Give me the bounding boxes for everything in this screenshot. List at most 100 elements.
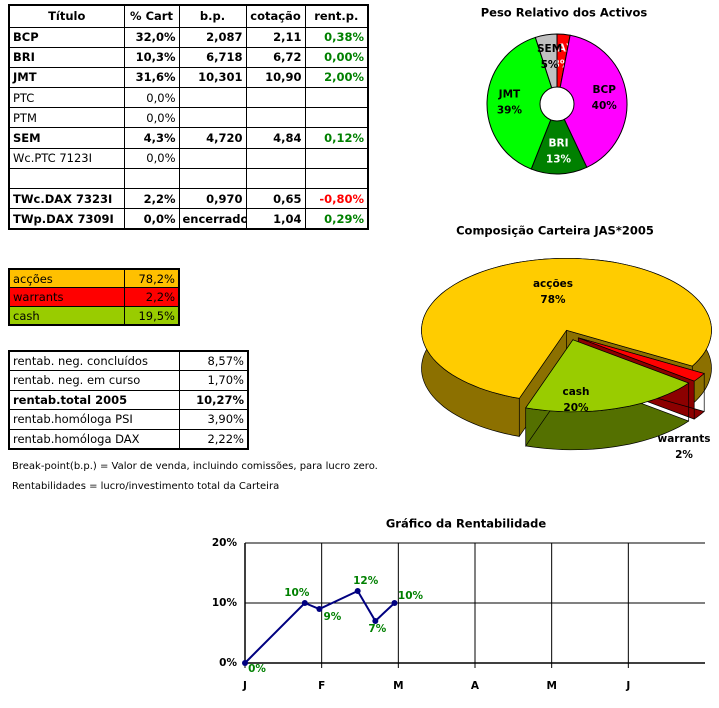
data-point <box>354 588 361 594</box>
chart-title: Gráfico da Rentabilidade <box>386 517 546 531</box>
table-cell: rentab.homóloga DAX <box>8 428 180 449</box>
table-cell: Wc.PTC 7123I <box>8 147 125 169</box>
slice-label: JMT <box>498 89 521 101</box>
table-cell: warrants <box>8 287 125 308</box>
table-cell: 6,718 <box>178 46 247 68</box>
table-row: rentab.homóloga PSI 3,90% <box>8 409 249 430</box>
allocation-table: acções 78,2% warrants 2,2% cash 19,5% <box>8 268 180 327</box>
table-cell: BRI <box>8 46 125 68</box>
table-cell: TWp.DAX 7309I <box>8 208 125 230</box>
data-point <box>316 606 323 612</box>
line-series <box>244 589 396 664</box>
pie-slice <box>556 34 628 169</box>
pie-slice <box>486 36 558 170</box>
table-cell: 4,720 <box>178 127 247 149</box>
pie-slice <box>421 257 712 399</box>
y-tick-label: 20% <box>212 537 238 549</box>
pie-slice <box>578 337 705 382</box>
x-tick-label: A <box>471 680 480 692</box>
x-tick-label: J <box>625 680 630 692</box>
data-label: 9% <box>323 611 341 623</box>
table-cell: 2,2% <box>123 287 180 308</box>
table-row: warrants 2,2% <box>8 287 180 308</box>
data-label: 12% <box>353 575 379 587</box>
pie-slice <box>534 33 558 105</box>
x-tick-label: M <box>393 680 403 692</box>
table-cell: acções <box>8 268 125 289</box>
chart-title: Peso Relativo dos Activos <box>481 6 648 20</box>
table-row: BRI 10,3% 6,718 6,72 0,00% <box>8 46 369 68</box>
slice-label: SEM <box>537 43 562 55</box>
table-cell: SEM <box>8 127 125 149</box>
slice-value: 20% <box>563 402 589 414</box>
table-cell: 0,00% <box>304 46 369 68</box>
table-cell: rentab.homóloga PSI <box>8 409 180 430</box>
data-point <box>242 660 248 666</box>
data-label: 0% <box>248 663 266 675</box>
table-cell: -0,80% <box>304 187 369 210</box>
table-row: SEM 4,3% 4,720 4,84 0,12% <box>8 127 369 149</box>
table-row: acções 78,2% <box>8 268 180 289</box>
table-cell: 19,5% <box>123 306 180 326</box>
x-tick-label: M <box>546 680 556 692</box>
table-cell: 0,0% <box>123 147 180 169</box>
y-tick-label: 0% <box>219 657 237 669</box>
table-row <box>8 167 369 190</box>
slice-label: acções <box>533 278 573 290</box>
portfolio-table: Título% Cart b.p. cotação rent.p. BCP 32,0% 2,… <box>8 4 369 230</box>
table-cell: 2,2% <box>123 187 180 210</box>
table-cell: 0,12% <box>304 127 369 149</box>
data-point <box>391 600 398 606</box>
data-point <box>301 600 308 606</box>
table-row: rentab.homóloga DAX 2,22% <box>8 428 249 449</box>
header-cell: rent.p. <box>304 4 369 28</box>
donut-hole <box>539 86 575 122</box>
table-cell: TWc.DAX 7323I <box>8 187 125 210</box>
data-label: 10% <box>284 587 310 599</box>
table-row: cash 19,5% <box>8 306 180 326</box>
slice-label: BCP <box>593 84 617 96</box>
table-cell: 10,27% <box>178 389 249 410</box>
table-row: PTC 0,0% <box>8 87 369 109</box>
table-row: TWc.DAX 7323I 2,2% 0,970 0,65 -0,80% <box>8 187 369 210</box>
slice-label: cash <box>562 386 589 398</box>
slice-label: warrants <box>658 433 711 445</box>
y-tick-label: 10% <box>212 597 238 609</box>
table-cell: 4,3% <box>123 127 180 149</box>
table-cell: 10,301 <box>178 66 247 89</box>
table-row: TWp.DAX 7309I 0,0% encerrado 1,04 0,29% <box>8 208 369 230</box>
slice-value: 39% <box>497 105 523 117</box>
note: Rentabilidades = lucro/investimento tota… <box>12 481 280 492</box>
table-cell: encerrado <box>178 208 247 230</box>
pie-slice <box>530 102 588 175</box>
table-row: rentab. neg. concluídos 8,57% <box>8 350 249 371</box>
table-cell: 2,22% <box>178 428 249 449</box>
pie-slice <box>525 339 690 413</box>
header-row: Título% Cart b.p. cotação rent.p. <box>8 4 369 28</box>
header-cell: % Cart <box>123 4 180 28</box>
table-cell: 0,29% <box>304 208 369 230</box>
table-row: JMT 31,6% 10,301 10,90 2,00% <box>8 66 369 89</box>
table-row: BCP 32,0% 2,087 2,11 0,38% <box>8 26 369 48</box>
table-cell: 0,65 <box>245 187 306 210</box>
slice-value: 40% <box>592 100 618 112</box>
slice-value: 2% <box>675 449 693 461</box>
table-cell: 6,72 <box>245 46 306 68</box>
slice-value: 78% <box>540 294 566 306</box>
slice-label: BRI <box>548 138 568 150</box>
slice-value: 5% <box>541 59 559 71</box>
data-label: 10% <box>398 590 424 602</box>
table-cell: 1,70% <box>178 370 249 391</box>
x-tick-label: F <box>318 680 325 692</box>
table-cell: 0,38% <box>304 26 369 48</box>
x-tick-label: J <box>242 680 247 692</box>
table-cell: rentab. neg. concluídos <box>8 350 180 371</box>
slice-value: 13% <box>546 154 572 166</box>
chart-title: Composição Carteira JAS*2005 <box>456 224 654 238</box>
table-cell: 0,0% <box>123 208 180 230</box>
data-point <box>372 618 379 624</box>
returns-table: rentab. neg. concluídos 8,57% rentab. neg.… <box>8 350 249 450</box>
note: Break-point(b.p.) = Valor de venda, incl… <box>12 461 378 472</box>
